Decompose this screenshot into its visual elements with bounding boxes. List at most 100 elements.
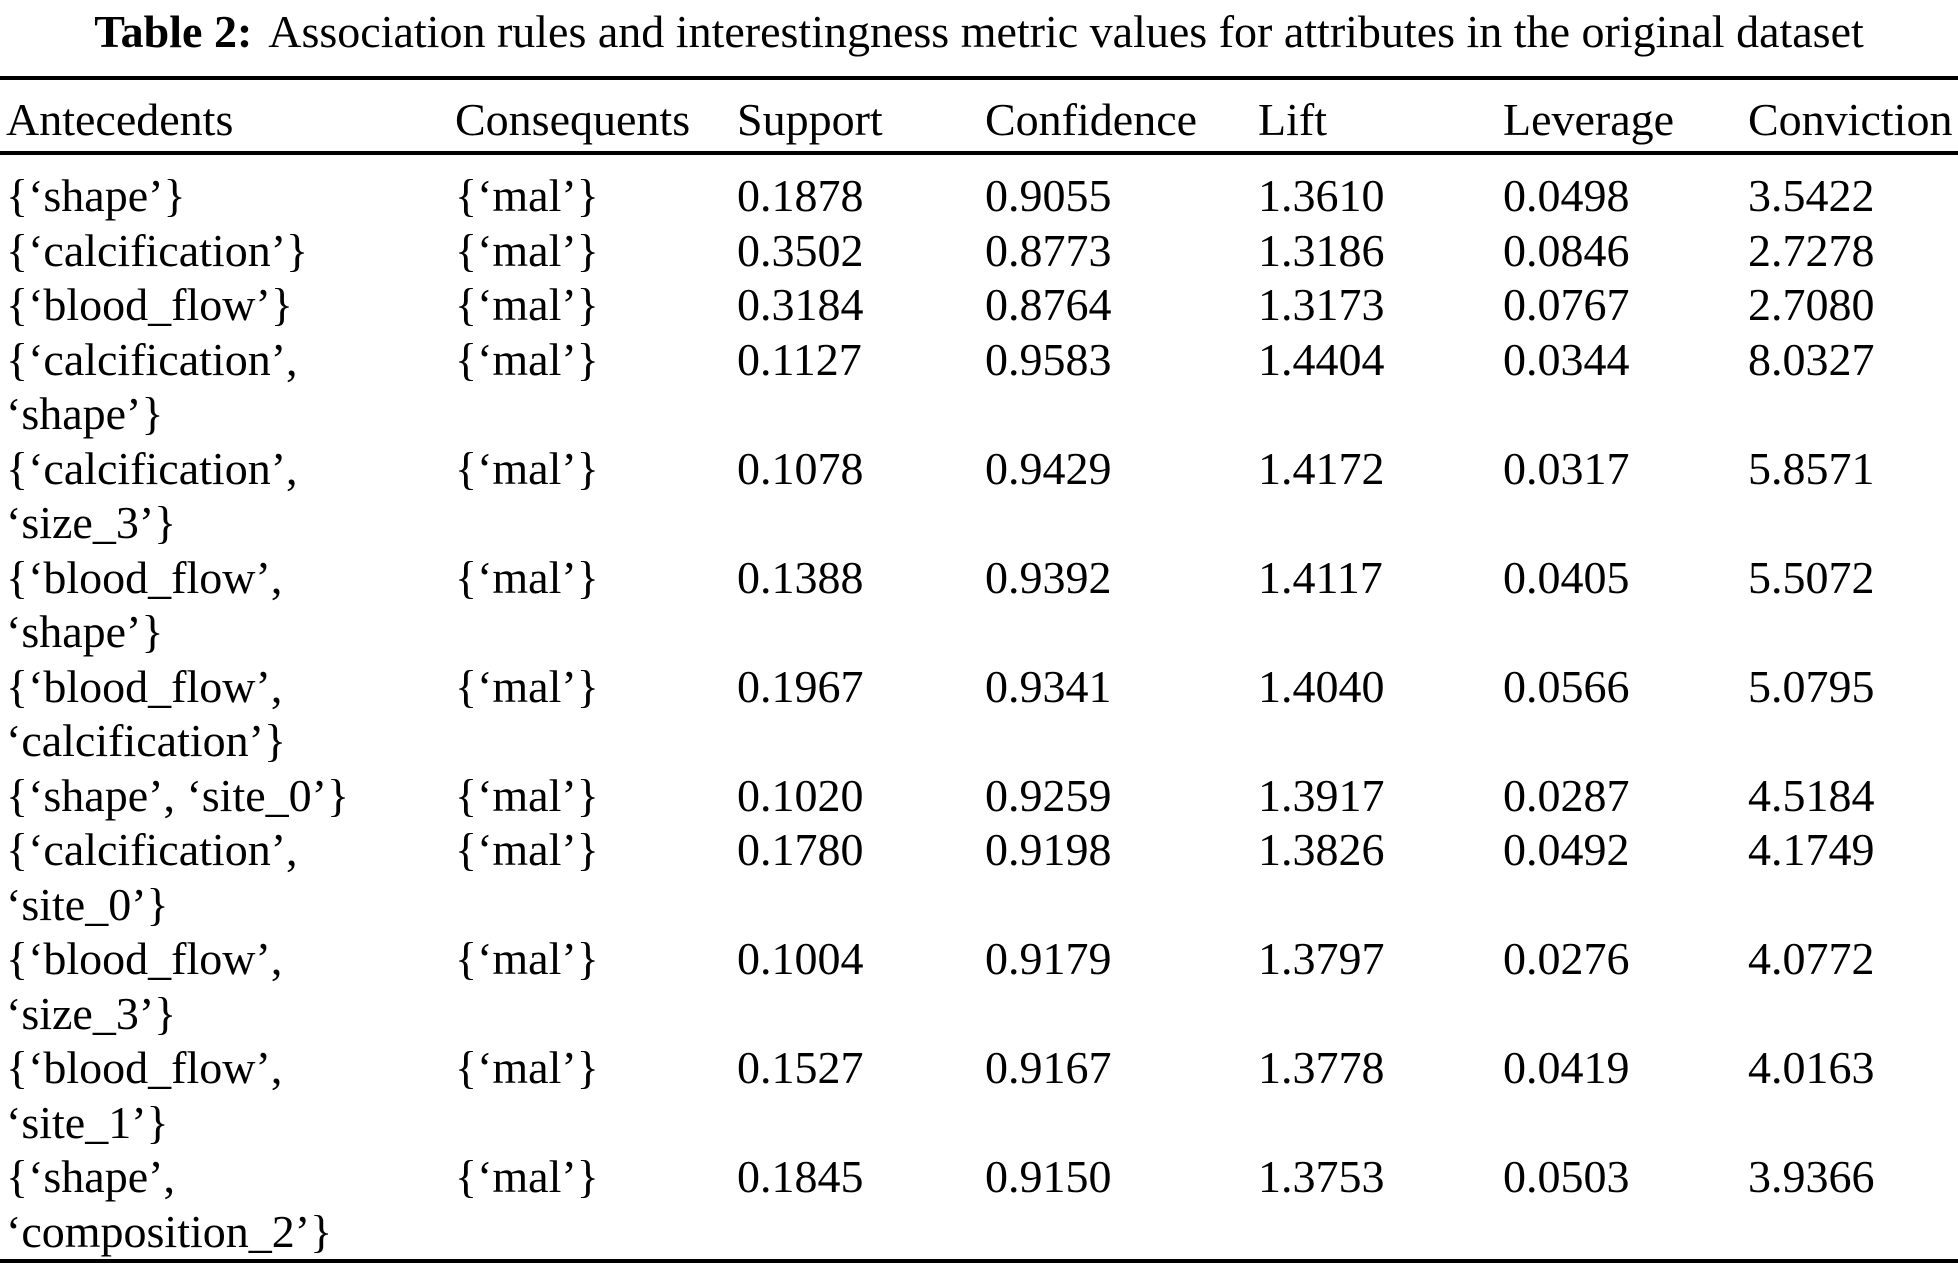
antecedent-line: {‘shape’, ‘site_0’} [6, 769, 350, 821]
support-cell: 0.1967 [737, 660, 864, 712]
support-cell: 0.1020 [737, 769, 864, 821]
support-cell: 0.1004 [737, 933, 864, 984]
column-header-lift: Lift [1258, 78, 1503, 155]
conviction-cell: 8.0327 [1748, 333, 1875, 385]
confidence-cell: 0.9429 [985, 442, 1112, 494]
conviction-cell: 5.5072 [1748, 551, 1875, 603]
conviction-cell: 4.0163 [1748, 1042, 1875, 1093]
conviction-cell: 4.5184 [1748, 769, 1875, 821]
table-row: {‘calcification’, ‘shape’} {‘mal’} 0.1127… [0, 333, 1958, 442]
consequent-cell: {‘mal’} [455, 170, 599, 221]
association-rules-table: Antecedents Consequents Support Confiden… [0, 76, 1958, 1263]
antecedent-cell: {‘blood_flow’, ‘size_3’} [0, 932, 455, 1041]
table-row: {‘calcification’} {‘mal’} 0.3502 0.8773 … [0, 224, 1958, 279]
support-cell: 0.1127 [737, 333, 862, 385]
lift-cell: 1.3797 [1258, 933, 1385, 984]
table-row: {‘shape’} {‘mal’} 0.1878 0.9055 1.3610 0… [0, 153, 1958, 224]
antecedent-line: {‘blood_flow’, [6, 1042, 283, 1093]
support-cell: 0.1078 [737, 442, 864, 494]
support-cell: 0.1845 [737, 1151, 864, 1202]
antecedent-cell: {‘calcification’, ‘shape’} [0, 333, 455, 442]
consequent-cell: {‘mal’} [455, 660, 599, 712]
conviction-cell: 4.0772 [1748, 933, 1875, 984]
column-header-conviction: Conviction [1748, 78, 1958, 155]
confidence-cell: 0.8764 [985, 279, 1112, 330]
confidence-cell: 0.8773 [985, 224, 1112, 276]
lift-cell: 1.3173 [1258, 279, 1385, 330]
antecedent-cell: {‘shape’, ‘composition_2’} [0, 1150, 455, 1261]
leverage-cell: 0.0492 [1503, 824, 1630, 875]
confidence-cell: 0.9583 [985, 333, 1112, 385]
table-caption-label: Table 2: [94, 6, 253, 57]
lift-cell: 1.3917 [1258, 769, 1385, 821]
table-row: {‘blood_flow’, ‘calcification’} {‘mal’} 0… [0, 660, 1958, 769]
consequent-cell: {‘mal’} [455, 824, 599, 875]
antecedent-line: {‘shape’} [6, 170, 186, 221]
antecedent-cell: {‘blood_flow’} [0, 278, 455, 333]
antecedent-line: ‘composition_2’} [6, 1205, 333, 1257]
column-header-support: Support [737, 78, 985, 155]
consequent-cell: {‘mal’} [455, 333, 599, 385]
leverage-cell: 0.0767 [1503, 279, 1630, 330]
lift-cell: 1.4040 [1258, 660, 1385, 712]
table-row: {‘shape’, ‘composition_2’} {‘mal’} 0.1845… [0, 1150, 1958, 1261]
leverage-cell: 0.0566 [1503, 660, 1630, 712]
table-caption: Table 2: Association rules and interestin… [0, 4, 1958, 60]
antecedent-line: ‘site_0’} [6, 878, 169, 930]
antecedent-cell: {‘calcification’, ‘site_0’} [0, 823, 455, 932]
leverage-cell: 0.0287 [1503, 769, 1630, 821]
antecedent-cell: {‘calcification’, ‘size_3’} [0, 442, 455, 551]
antecedent-line: ‘size_3’} [6, 987, 177, 1039]
lift-cell: 1.4404 [1258, 333, 1385, 385]
lift-cell: 1.3186 [1258, 224, 1385, 276]
antecedent-line: {‘blood_flow’, [6, 551, 283, 603]
table-row: {‘blood_flow’, ‘site_1’} {‘mal’} 0.1527 0… [0, 1041, 1958, 1150]
consequent-cell: {‘mal’} [455, 933, 599, 984]
conviction-cell: 3.9366 [1748, 1151, 1875, 1202]
antecedent-line: {‘blood_flow’, [6, 933, 283, 984]
table-row: {‘calcification’, ‘site_0’} {‘mal’} 0.178… [0, 823, 1958, 932]
leverage-cell: 0.0405 [1503, 551, 1630, 603]
consequent-cell: {‘mal’} [455, 442, 599, 494]
conviction-cell: 4.1749 [1748, 824, 1875, 875]
leverage-cell: 0.0846 [1503, 224, 1630, 276]
table-row: {‘blood_flow’, ‘shape’} {‘mal’} 0.1388 0.… [0, 551, 1958, 660]
confidence-cell: 0.9179 [985, 933, 1112, 984]
lift-cell: 1.4117 [1258, 551, 1383, 603]
antecedent-line: {‘calcification’, [6, 333, 298, 385]
leverage-cell: 0.0498 [1503, 170, 1630, 221]
column-header-antecedents: Antecedents [0, 78, 455, 155]
support-cell: 0.3502 [737, 224, 864, 276]
table-row: {‘shape’, ‘site_0’} {‘mal’} 0.1020 0.925… [0, 769, 1958, 824]
antecedent-line: {‘calcification’, [6, 442, 298, 494]
lift-cell: 1.3610 [1258, 170, 1385, 221]
confidence-cell: 0.9167 [985, 1042, 1112, 1093]
antecedent-line: {‘calcification’} [6, 224, 309, 276]
table-row: {‘blood_flow’, ‘size_3’} {‘mal’} 0.1004 0… [0, 932, 1958, 1041]
table-body: {‘shape’} {‘mal’} 0.1878 0.9055 1.3610 0… [0, 153, 1958, 1261]
conviction-cell: 2.7278 [1748, 224, 1875, 276]
leverage-cell: 0.0317 [1503, 442, 1630, 494]
table-caption-text: Association rules and interestingness me… [268, 6, 1864, 57]
antecedent-cell: {‘blood_flow’, ‘calcification’} [0, 660, 455, 769]
confidence-cell: 0.9150 [985, 1151, 1112, 1202]
lift-cell: 1.3826 [1258, 824, 1385, 875]
table-header-row: Antecedents Consequents Support Confiden… [0, 78, 1958, 155]
antecedent-line: {‘shape’, [6, 1151, 175, 1202]
antecedent-line: {‘blood_flow’, [6, 660, 283, 712]
antecedent-cell: {‘blood_flow’, ‘shape’} [0, 551, 455, 660]
support-cell: 0.3184 [737, 279, 864, 330]
leverage-cell: 0.0276 [1503, 933, 1630, 984]
table-row: {‘calcification’, ‘size_3’} {‘mal’} 0.107… [0, 442, 1958, 551]
antecedent-cell: {‘shape’, ‘site_0’} [0, 769, 455, 824]
antecedent-line: ‘shape’} [6, 606, 164, 657]
confidence-cell: 0.9198 [985, 824, 1112, 875]
conviction-cell: 2.7080 [1748, 279, 1875, 330]
consequent-cell: {‘mal’} [455, 279, 599, 330]
consequent-cell: {‘mal’} [455, 1151, 599, 1202]
support-cell: 0.1878 [737, 170, 864, 221]
consequent-cell: {‘mal’} [455, 1042, 599, 1093]
confidence-cell: 0.9341 [985, 660, 1112, 712]
consequent-cell: {‘mal’} [455, 224, 599, 276]
leverage-cell: 0.0344 [1503, 333, 1630, 385]
